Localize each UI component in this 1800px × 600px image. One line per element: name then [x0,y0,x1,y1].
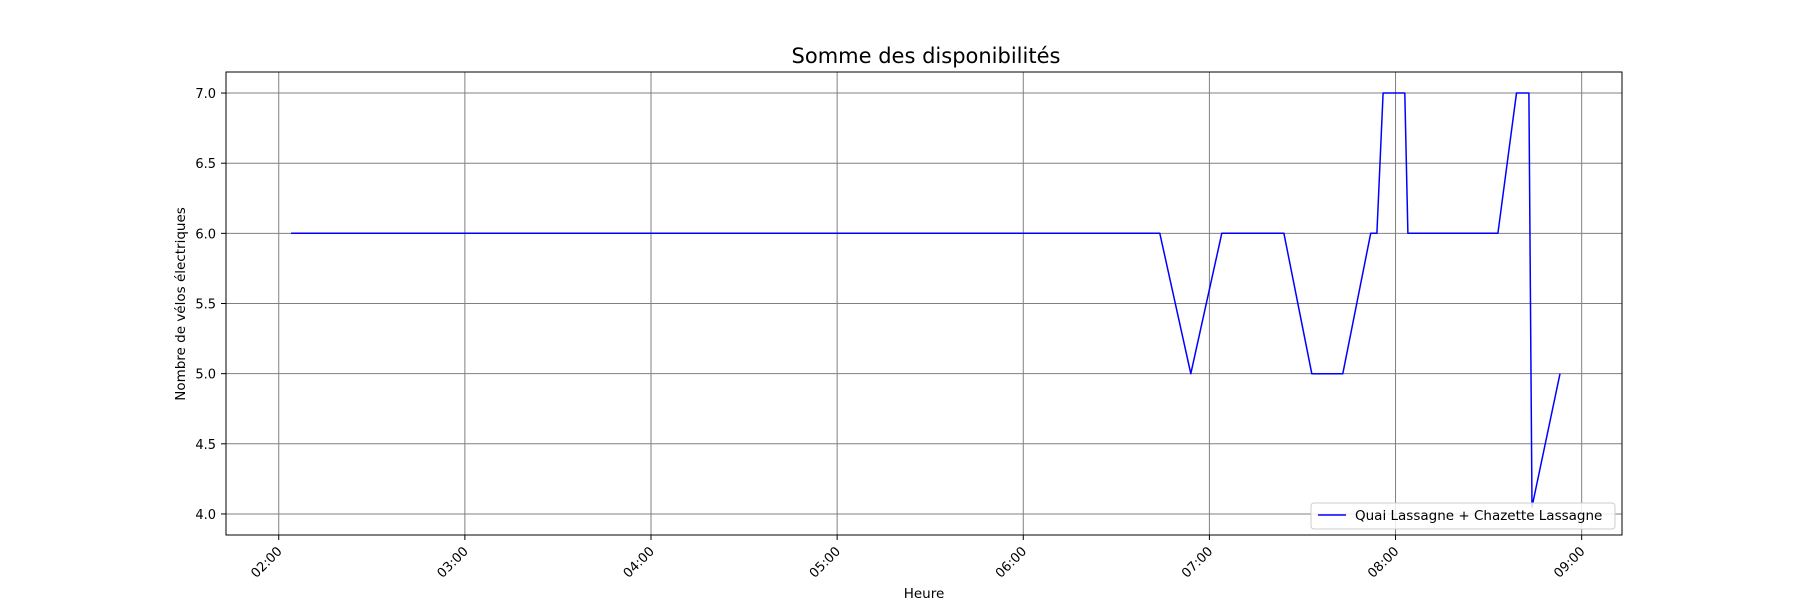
legend-box [1310,502,1616,530]
legend: Quai Lassagne + Chazette Lassagne [1310,502,1616,530]
y-tick-label: 5.5 [195,298,216,313]
series-layer [291,92,1561,508]
series-line [291,92,1561,508]
y-tick-label: 6.5 [195,157,216,172]
y-tick-label: 6.0 [195,227,216,242]
y-tick-label: 5.0 [195,368,216,383]
y-tick-label: 4.0 [195,508,216,523]
y-tick-label: 4.5 [195,438,216,453]
x-axis-label: Heure [904,586,945,600]
chart-title: Somme des disponibilités [792,44,1061,68]
y-axis: 4.0 4.5 5.0 5.5 6.0 6.5 7.0 [195,87,226,523]
y-tick-label: 7.0 [195,87,216,102]
legend-label: Quai Lassagne + Chazette Lassagne [1355,508,1602,524]
y-axis-label: Nombre de vélos électriques [173,207,189,401]
grid [226,72,1622,535]
